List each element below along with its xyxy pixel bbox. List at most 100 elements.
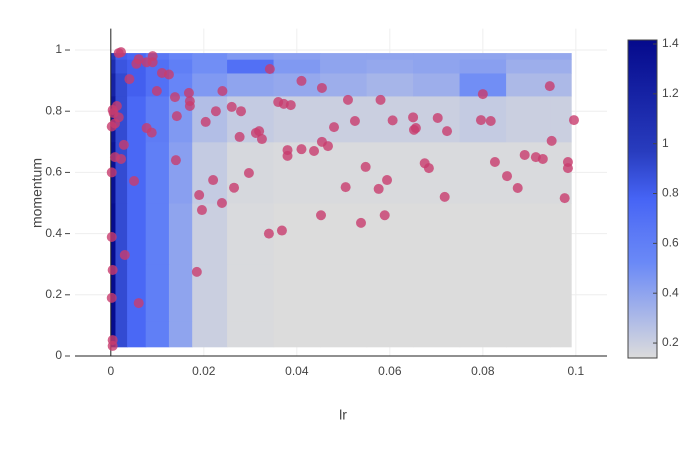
contour-cell <box>227 72 275 97</box>
colorbar-tick-label: 1.4 <box>662 36 679 50</box>
scatter-point <box>106 292 117 303</box>
scatter-point <box>191 266 202 277</box>
contour-cell <box>110 53 116 60</box>
contour-cell <box>413 53 461 60</box>
scatter-point <box>316 210 327 221</box>
scatter-point <box>171 111 182 122</box>
scatter-point <box>512 183 523 194</box>
y-tick-label: 0 <box>55 348 62 362</box>
contour-cell <box>320 95 368 143</box>
y-tick-label: 0.8 <box>45 103 62 117</box>
y-tick-label: 0.2 <box>45 287 62 301</box>
contour-cell <box>506 320 551 348</box>
scatter-point <box>196 205 207 216</box>
scatter-point <box>485 116 496 127</box>
scatter-point <box>568 115 579 126</box>
contour-cell <box>273 320 321 348</box>
scatter-point <box>151 86 162 97</box>
contour-cell <box>320 203 368 265</box>
scatter-point <box>217 86 228 97</box>
scatter-point <box>256 134 267 145</box>
contour-cell <box>550 320 572 348</box>
contour-cell <box>506 59 551 74</box>
contour-cell <box>168 264 193 322</box>
contour-cell <box>192 203 228 265</box>
scatter-point <box>342 94 353 105</box>
scatter-point <box>546 135 557 146</box>
scatter-point <box>355 217 366 228</box>
contour-cell <box>227 59 275 74</box>
contour-cell <box>145 72 170 97</box>
contour-cell <box>366 264 414 322</box>
scatter-point <box>442 126 453 137</box>
scatter-point <box>216 198 227 209</box>
contour-cell <box>320 53 368 60</box>
scatter-point <box>254 126 265 137</box>
scatter-point <box>107 340 118 351</box>
contour-cell <box>115 320 128 348</box>
scatter-point <box>432 112 443 123</box>
contour-cell <box>366 59 414 74</box>
contour-cell <box>168 53 193 60</box>
contour-cell <box>413 141 461 204</box>
contour-cell <box>506 264 551 322</box>
contour-cell <box>168 59 193 74</box>
contour-cell <box>110 320 116 348</box>
scatter-point <box>119 250 130 261</box>
scatter-point <box>559 193 570 204</box>
scatter-point <box>170 155 181 166</box>
contour-cell <box>227 264 275 322</box>
scatter-point <box>129 175 140 186</box>
contour-cell <box>168 203 193 265</box>
scatter-point <box>106 167 117 178</box>
contour-cell <box>110 59 116 74</box>
contour-cell <box>192 95 228 143</box>
contour-cell <box>366 141 414 204</box>
contour-cell <box>459 53 507 60</box>
scatter-point <box>329 122 340 133</box>
contour-cell <box>320 320 368 348</box>
contour-cell <box>145 320 170 348</box>
y-tick-label: 0.4 <box>45 226 62 240</box>
scatter-point <box>340 182 351 193</box>
contour-cell <box>115 59 128 74</box>
scatter-point <box>562 163 573 174</box>
contour-cell <box>550 264 572 322</box>
scatter-point <box>519 149 530 160</box>
contour-cell <box>127 141 147 204</box>
colorbar-tick-label: 1 <box>662 136 669 150</box>
contour-cell <box>320 264 368 322</box>
scatter-point <box>489 157 500 168</box>
contour-cell <box>168 320 193 348</box>
contour-cell <box>506 203 551 265</box>
scatter-point <box>131 58 142 69</box>
scatter-point <box>146 127 157 138</box>
scatter-point <box>107 265 118 276</box>
contour-cell <box>550 203 572 265</box>
colorbar-tick-label: 0.8 <box>662 186 679 200</box>
contour-cell <box>192 53 228 60</box>
contour-cell <box>273 53 321 60</box>
contour-cell <box>273 264 321 322</box>
contour-cell <box>506 141 551 204</box>
contour-cell <box>127 264 147 322</box>
scatter-point <box>264 63 275 74</box>
scatter-point <box>408 112 419 123</box>
contour-cell <box>413 203 461 265</box>
contour-cell <box>127 95 147 143</box>
contour-cell <box>273 72 321 97</box>
y-tick-label: 1 <box>55 42 62 56</box>
scatter-point <box>379 210 390 221</box>
contour-cell <box>506 95 551 143</box>
contour-cell <box>366 320 414 348</box>
contour-cell <box>550 95 572 143</box>
scatter-point <box>229 182 240 193</box>
contour-cell <box>145 203 170 265</box>
contour-cell <box>320 72 368 97</box>
contour-cell <box>227 320 275 348</box>
scatter-point <box>382 175 393 186</box>
scatter-point <box>477 89 488 100</box>
contour-cell <box>459 141 507 204</box>
contour-cell <box>115 264 128 322</box>
